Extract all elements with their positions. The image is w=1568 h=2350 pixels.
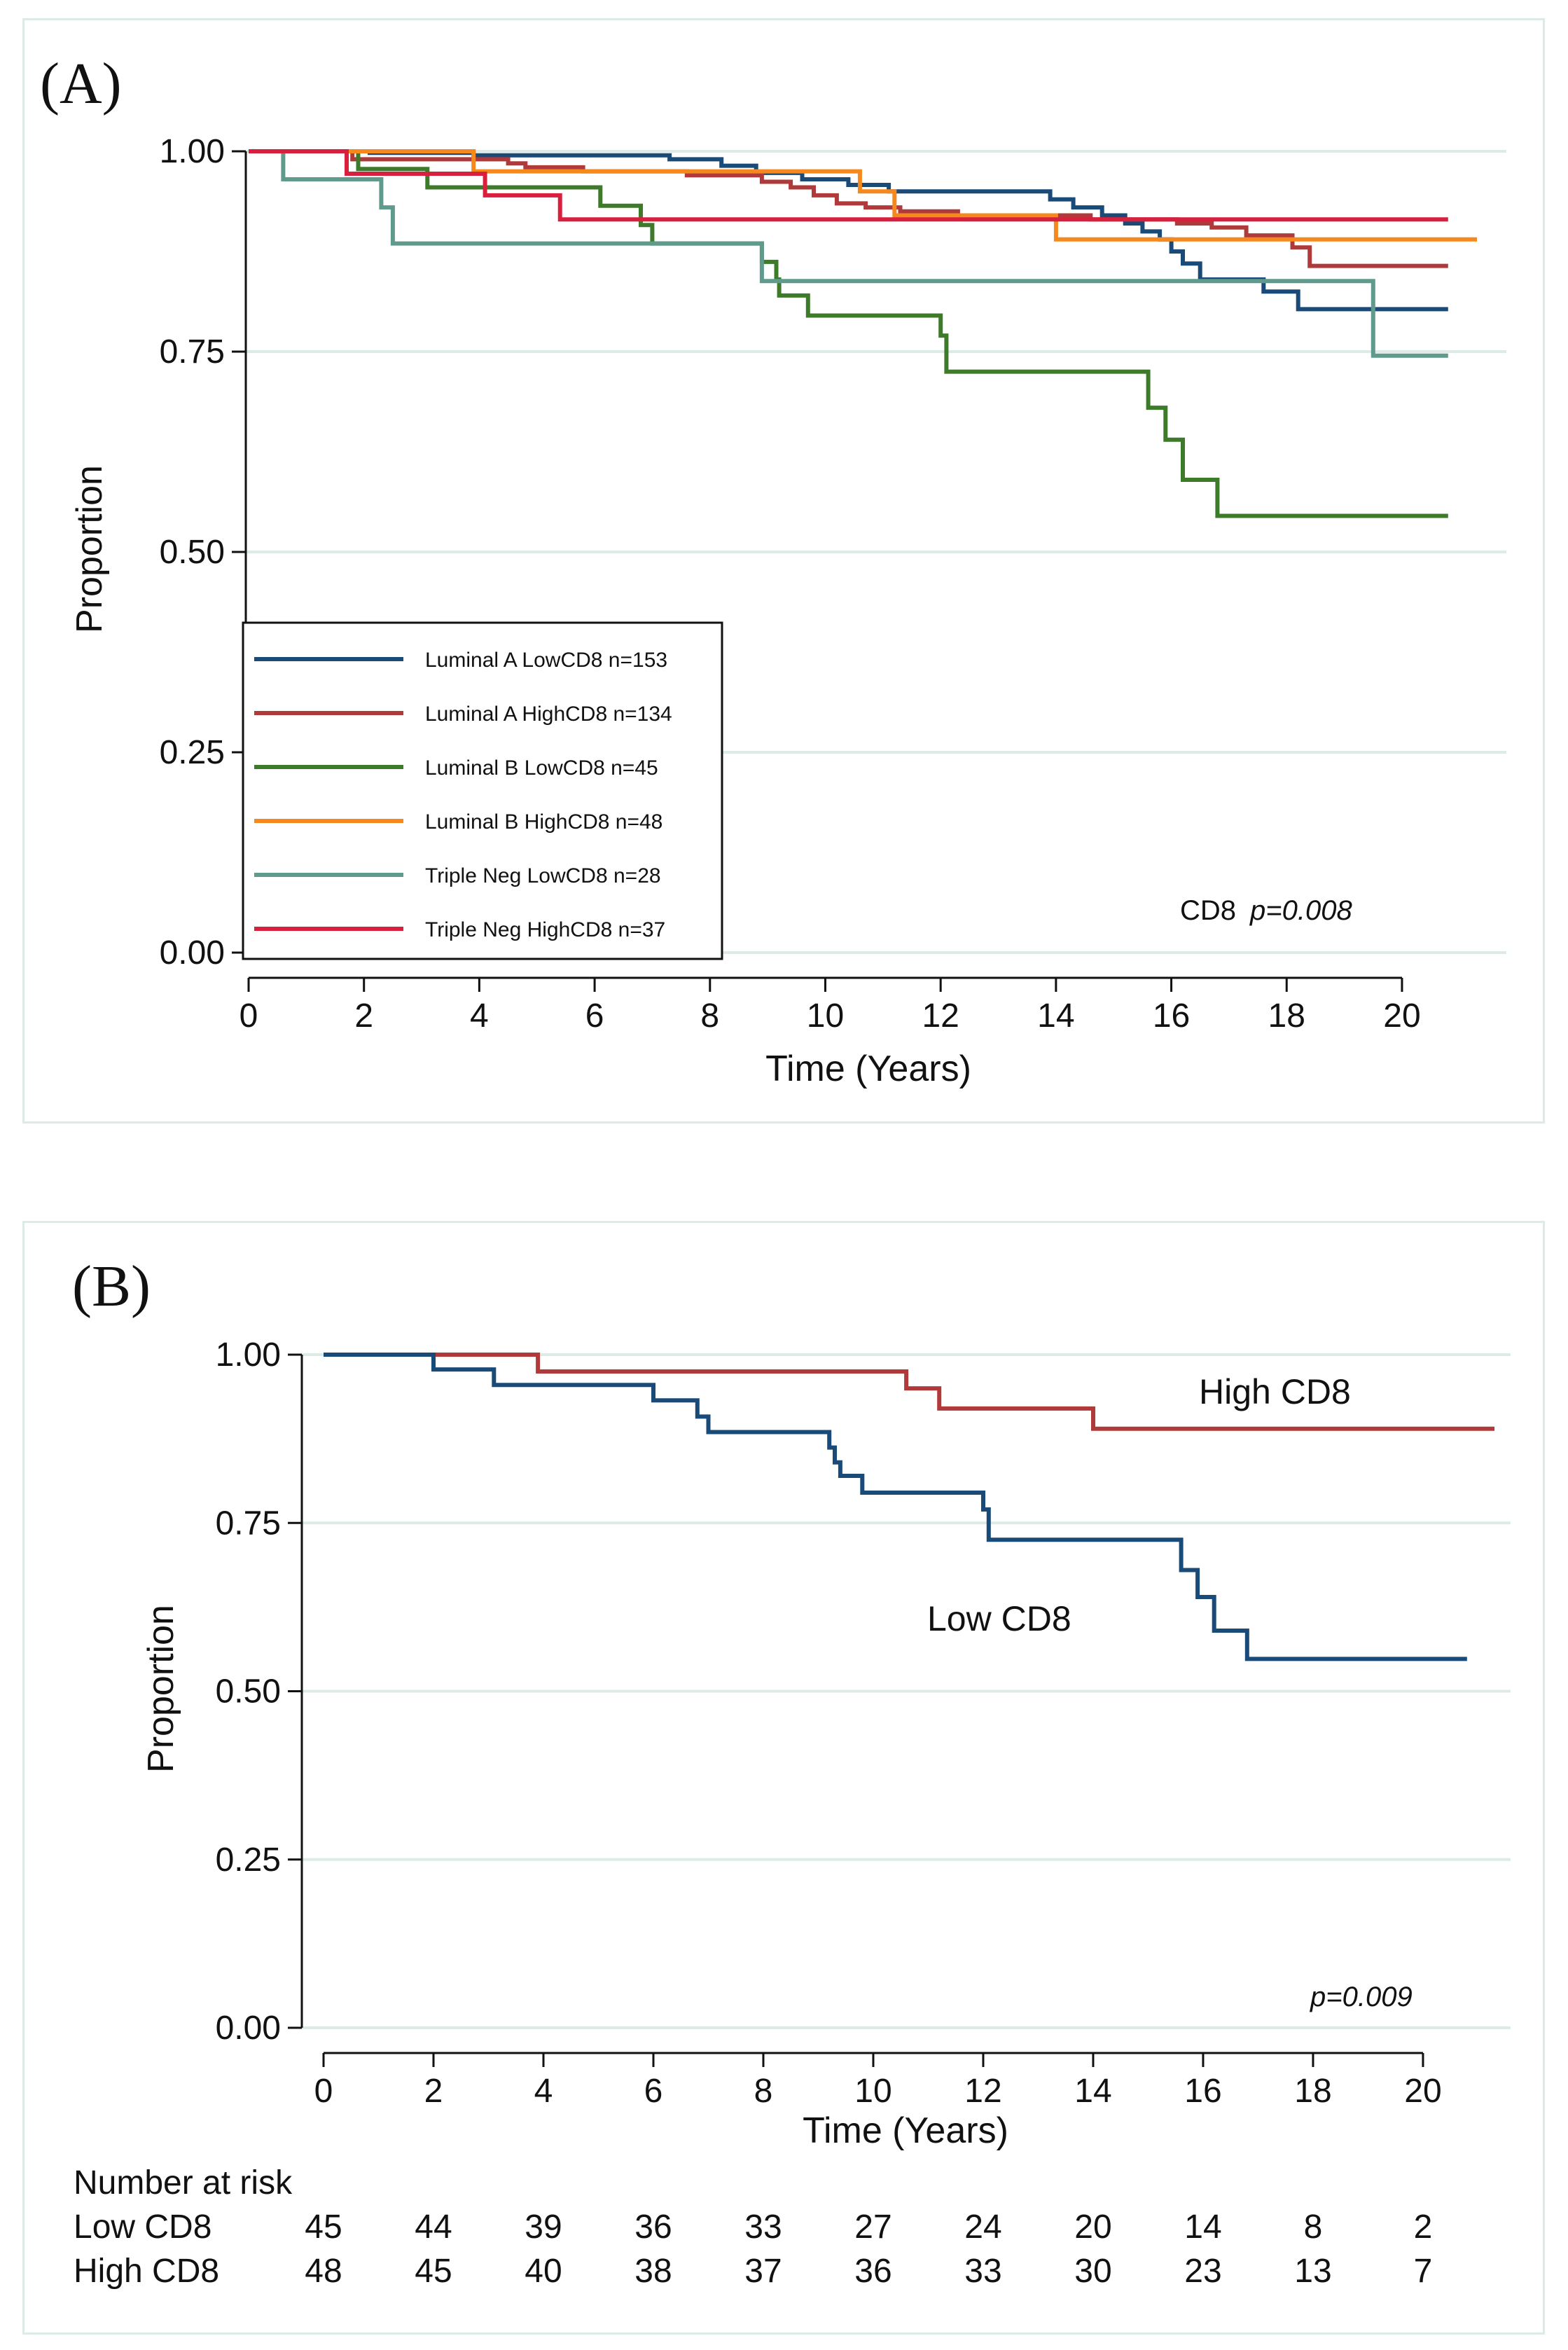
y-tick-label: 0.00 [160,934,225,972]
x-tick-label: 20 [1383,997,1420,1035]
legend-entry: Luminal A LowCD8 n=153 [425,649,667,672]
high-cd8-curve-label: High CD8 [1199,1372,1351,1411]
y-tick-label: 1.00 [160,133,225,170]
y-tick-label: 0.50 [216,1673,281,1710]
chart-a-svg: (A) 0.00 0.25 0.50 0.75 1.00 0 2 4 6 8 10 12 14 16 18 2… [40,51,1506,1089]
x-tick-label: 12 [922,997,959,1035]
risk-cell: 13 [1294,2253,1331,2290]
x-tick-label: 16 [1153,997,1190,1035]
x-tick-label: 0 [314,2073,333,2110]
y-tick-label: 1.00 [216,1336,281,1374]
risk-cell: 37 [744,2253,782,2290]
chart-a-axes: 0.00 0.25 0.50 0.75 1.00 0 2 4 6 8 10 12 14 16 18 20 [160,133,1421,1035]
x-tick-label: 10 [807,997,844,1035]
legend-entry: Triple Neg LowCD8 n=28 [425,864,661,887]
chart-a-pvalue: p=0.008 [1249,895,1352,926]
chart-a-legend: Luminal A LowCD8 n=153 Luminal A HighCD8 … [242,621,723,960]
risk-row-label: Low CD8 [74,2209,211,2246]
chart-b-grid [302,1353,1511,2029]
x-tick-label: 20 [1404,2073,1441,2110]
x-tick-label: 14 [1074,2073,1111,2110]
risk-cell: 38 [634,2253,672,2290]
panel-a-label: (A) [40,51,122,116]
x-tick-label: 2 [354,997,373,1035]
series-line-triple-neg-highcd8-n-37 [249,149,1448,222]
series-line-luminal-b-lowcd8-n-45 [249,149,1448,518]
panel-a: (A) 0.00 0.25 0.50 0.75 1.00 0 2 4 6 8 10 12 14 16 18 2… [22,18,1545,1124]
chart-a-pvalue-annotation: CD8 p=0.008 [1180,895,1352,926]
x-tick-label: 2 [424,2073,443,2110]
x-tick-label: 8 [754,2073,773,2110]
risk-cell: 36 [854,2253,891,2290]
y-tick-label: 0.25 [160,734,225,771]
chart-b-axes: 0.00 0.25 0.50 0.75 1.00 0 2 4 6 8 10 12 14 16 18 20 [216,1336,1442,2110]
x-tick-label: 12 [964,2073,1001,2110]
risk-cell: 2 [1414,2209,1433,2246]
y-tick-label: 0.25 [216,1841,281,1879]
low-cd8-curve-label: Low CD8 [927,1599,1071,1638]
legend-entry: Luminal A HighCD8 n=134 [425,703,672,726]
x-tick-label: 6 [644,2073,663,2110]
chart-b-xlabel: Time (Years) [803,2110,1008,2151]
y-tick-label: 0.75 [160,333,225,371]
series-line-luminal-a-lowcd8-n-153 [249,149,1448,312]
risk-cell: 33 [744,2209,782,2246]
panel-b-label: (B) [72,1254,151,1319]
x-tick-label: 10 [854,2073,891,2110]
risk-cell: 24 [964,2209,1001,2246]
legend-entry: Triple Neg HighCD8 n=37 [425,918,665,941]
x-tick-label: 4 [534,2073,553,2110]
chart-a-ylabel: Proportion [69,465,110,633]
risk-row-label: High CD8 [74,2253,219,2290]
risk-cell: 33 [964,2253,1001,2290]
x-tick-label: 0 [240,997,258,1035]
risk-table-title: Number at risk [74,2164,293,2202]
risk-cell: 39 [525,2209,562,2246]
panel-b: (B) 0.00 0.25 0.50 0.75 1.00 0 2 4 6 8 10 12 14 16 18 2… [22,1221,1545,2335]
chart-a-xlabel: Time (Years) [765,1049,971,1089]
risk-cell: 44 [415,2209,452,2246]
risk-cell: 36 [634,2209,672,2246]
x-tick-label: 4 [470,997,489,1035]
series-line-low-cd8 [324,1353,1467,1661]
series-line-luminal-b-highcd8-n-48 [249,149,1477,242]
y-tick-label: 0.75 [216,1505,281,1542]
risk-cell: 23 [1184,2253,1221,2290]
y-tick-label: 0.00 [216,2010,281,2047]
x-tick-label: 18 [1294,2073,1331,2110]
series-line-luminal-a-highcd8-n-134 [249,149,1448,268]
legend-box [242,621,723,960]
risk-cell: 27 [854,2209,891,2246]
series-line-high-cd8 [324,1353,1494,1431]
x-tick-label: 18 [1268,997,1305,1035]
x-tick-label: 6 [585,997,604,1035]
chart-b-pvalue: p=0.009 [1310,1982,1413,2012]
x-tick-label: 14 [1037,997,1074,1035]
risk-cell: 8 [1304,2209,1323,2246]
chart-a-series [249,149,1477,518]
legend-entry: Luminal B LowCD8 n=45 [425,756,658,780]
chart-b-svg: (B) 0.000.250.500.751.000 2 4 6 8 10 12 14 16 18 2… [72,1254,1511,2290]
legend-entry: Luminal B HighCD8 n=48 [425,810,662,834]
chart-b-ylabel: Proportion [141,1605,181,1773]
risk-cell: 20 [1074,2209,1111,2246]
risk-cell: 48 [305,2253,342,2290]
x-tick-label: 16 [1184,2073,1221,2110]
chart-a-annotation-label: CD8 [1180,895,1236,926]
risk-cell: 40 [525,2253,562,2290]
risk-cell: 14 [1184,2209,1221,2246]
series-line-triple-neg-lowcd8-n-28 [249,149,1448,358]
x-tick-label: 8 [700,997,719,1035]
risk-cell: 45 [415,2253,452,2290]
chart-b-series [324,1353,1494,1661]
risk-cell: 45 [305,2209,342,2246]
risk-cell: 7 [1414,2253,1433,2290]
y-tick-label: 0.50 [160,534,225,571]
risk-cell: 30 [1074,2253,1111,2290]
